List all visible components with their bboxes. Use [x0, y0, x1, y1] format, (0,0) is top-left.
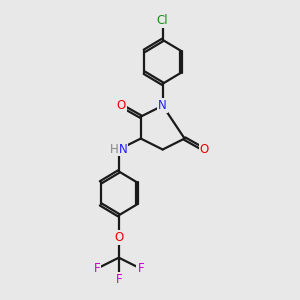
Text: N: N [119, 143, 128, 156]
Text: F: F [137, 262, 144, 275]
Text: N: N [158, 99, 167, 112]
Text: H: H [110, 143, 119, 156]
Text: F: F [94, 262, 100, 275]
Text: O: O [117, 99, 126, 112]
Text: F: F [116, 273, 122, 286]
Text: Cl: Cl [157, 14, 169, 27]
Text: O: O [114, 231, 123, 244]
Text: O: O [200, 143, 209, 156]
